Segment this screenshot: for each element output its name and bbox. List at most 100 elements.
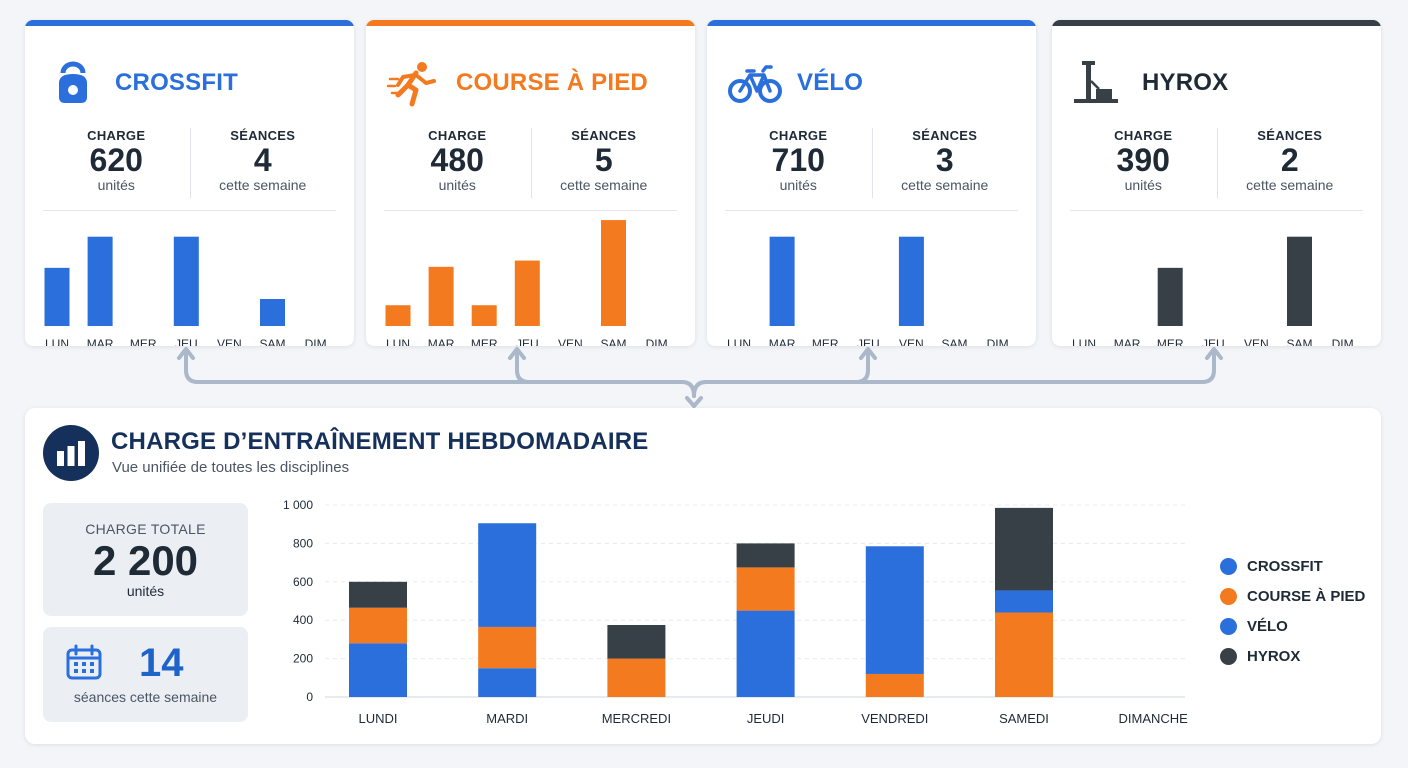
charge-label: CHARGE (1114, 128, 1173, 143)
mini-bar (471, 305, 497, 326)
mini-bar (173, 236, 199, 326)
card-hyrox[interactable]: HYROX CHARGE 390 unités SÉANCES 2 cette … (1052, 20, 1381, 346)
stacked-bar-segment (995, 612, 1053, 697)
stat-divider (189, 128, 191, 198)
x-category-label: SAMEDI (999, 711, 1049, 726)
panel-subtitle: Vue unifiée de toutes les disciplines (112, 459, 350, 476)
sessions-value: 5 (594, 142, 613, 178)
legend-label: COURSE À PIED (1247, 587, 1366, 605)
mini-bar (428, 266, 454, 326)
daily-load-mini-chart: LUN MAR MER JEU VEN SAM DIM (44, 236, 327, 346)
stacked-bar-segment (607, 625, 666, 659)
stacked-bar-segment (995, 507, 1053, 591)
charge-label: CHARGE (428, 128, 487, 143)
legend-swatch (1220, 587, 1237, 605)
charge-unit: unités (1124, 177, 1162, 193)
total-sessions-label: séances cette semaine (73, 689, 218, 705)
mini-day-label: SAM (259, 337, 285, 346)
legend-swatch (1220, 557, 1237, 575)
card-title: COURSE À PIED (456, 69, 648, 96)
mini-day-label: MER (812, 337, 839, 346)
charge-unit: unités (779, 177, 817, 193)
card-velo[interactable]: VÉLO CHARGE 710 unités SÉANCES 3 cette s… (707, 20, 1036, 346)
mini-day-label: VEN (899, 337, 924, 346)
mini-bar (769, 236, 795, 326)
card-title: CROSSFIT (115, 69, 238, 96)
stacked-bar-segment (349, 607, 407, 644)
charge-stat: CHARGE 710 unités (725, 116, 872, 193)
sessions-value: 3 (935, 142, 954, 178)
mini-day-label: VEN (1244, 337, 1269, 346)
stacked-bar-segment (478, 626, 537, 669)
stacked-bar-segment (865, 546, 924, 674)
charge-value: 620 (89, 142, 143, 178)
total-load-label: CHARGE TOTALE (85, 521, 206, 537)
charge-value: 480 (430, 142, 484, 178)
sessions-label: SÉANCES (912, 128, 978, 143)
card-header: HYROX (1072, 58, 1228, 108)
chart-legend: CROSSFIT COURSE À PIED VÉLO HYROX (1220, 551, 1365, 671)
mini-day-label: MAR (87, 337, 114, 346)
sessions-unit: cette semaine (219, 177, 307, 193)
total-load-box: CHARGE TOTALE 2 200 unités (43, 503, 248, 616)
legend-swatch (1220, 647, 1237, 665)
card-title: HYROX (1142, 69, 1229, 96)
charge-value: 710 (771, 142, 825, 178)
sled-icon (1074, 61, 1118, 103)
mini-day-label: JEU (516, 337, 539, 346)
sessions-unit: cette semaine (901, 177, 989, 193)
stacked-bar-segment (607, 658, 666, 697)
connector-arrows (177, 347, 1223, 408)
mini-day-label: LUN (386, 337, 410, 346)
sessions-value: 4 (253, 142, 272, 178)
mini-day-label: JEU (857, 337, 880, 346)
mini-day-label: SAM (600, 337, 626, 346)
calendar-icon (66, 644, 102, 680)
mini-day-label: JEU (1202, 337, 1225, 346)
stacked-bar-segment (349, 581, 407, 608)
mini-bar (1157, 267, 1183, 326)
charge-label: CHARGE (769, 128, 828, 143)
total-load-unit: unités (126, 583, 165, 599)
total-sessions-box: 14 séances cette semaine (43, 627, 248, 722)
card-stats: CHARGE 620 unités SÉANCES 4 cette semain… (43, 116, 336, 211)
mini-bar (514, 260, 540, 326)
y-tick-label: 400 (293, 613, 313, 627)
y-tick-label: 600 (293, 575, 313, 589)
legend-label: VÉLO (1247, 617, 1288, 635)
mini-bar (385, 305, 411, 326)
weekly-stacked-bar-chart: 0 200 400 600 800 1 000 LUNDI MARDI MERCREDI JEUD… (283, 498, 1188, 726)
stat-divider (1216, 128, 1218, 198)
mini-day-label: SAM (941, 337, 967, 346)
mini-day-label: DIM (305, 337, 327, 346)
mini-bar (898, 236, 924, 326)
bicycle-icon (728, 65, 782, 103)
stat-divider (530, 128, 532, 198)
charge-stat: CHARGE 480 unités (384, 116, 531, 193)
sessions-stat: SÉANCES 5 cette semaine (531, 116, 678, 193)
card-accent-bar (366, 20, 695, 26)
daily-load-mini-chart: LUN MAR MER JEU VEN SAM DIM (385, 220, 668, 346)
stacked-bar-segment (478, 668, 537, 697)
x-category-label: MARDI (486, 711, 528, 726)
mini-day-label: MAR (1114, 337, 1141, 346)
bar-chart-icon (43, 425, 99, 481)
legend-item: CROSSFIT (1220, 551, 1365, 581)
mini-day-label: VEN (217, 337, 242, 346)
legend-item: VÉLO (1220, 611, 1365, 641)
panel-title: CHARGE D’ENTRAÎNEMENT HEBDOMADAIRE (111, 428, 649, 455)
mini-day-label: LUN (727, 337, 751, 346)
sessions-stat: SÉANCES 4 cette semaine (190, 116, 337, 193)
mini-day-label: DIM (1332, 337, 1354, 346)
legend-swatch (1220, 617, 1237, 635)
weekly-load-panel: CHARGE D’ENTRAÎNEMENT HEBDOMADAIRE Vue u… (25, 408, 1381, 744)
charge-stat: CHARGE 390 unités (1070, 116, 1217, 193)
card-course-a-pied[interactable]: COURSE À PIED CHARGE 480 unités SÉANCES … (366, 20, 695, 346)
y-tick-label: 200 (293, 652, 313, 666)
stat-divider (871, 128, 873, 198)
card-header: VÉLO (727, 58, 863, 108)
mini-day-label: MAR (428, 337, 455, 346)
card-crossfit[interactable]: CROSSFIT CHARGE 620 unités SÉANCES 4 cet… (25, 20, 354, 346)
mini-bar (1287, 236, 1312, 326)
card-stats: CHARGE 710 unités SÉANCES 3 cette semain… (725, 116, 1018, 211)
